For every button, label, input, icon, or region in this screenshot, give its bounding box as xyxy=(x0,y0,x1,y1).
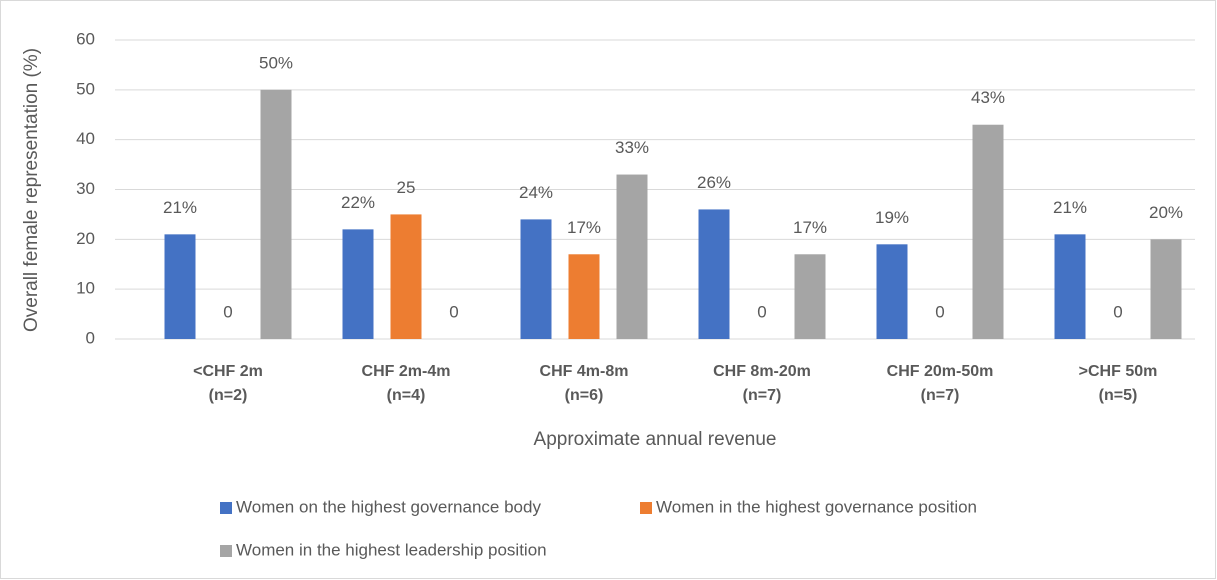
x-tick-label: (n=5) xyxy=(1099,387,1138,404)
y-tick-label: 60 xyxy=(76,29,95,48)
legend-swatch xyxy=(640,502,652,514)
data-label: 19% xyxy=(875,208,909,227)
x-tick-label: (n=7) xyxy=(921,387,960,404)
data-label: 0 xyxy=(935,302,944,321)
data-label: 0 xyxy=(449,302,458,321)
data-label: 26% xyxy=(697,173,731,192)
data-label: 22% xyxy=(341,193,375,212)
y-tick-label: 20 xyxy=(76,229,95,248)
bar xyxy=(260,89,292,339)
x-tick-label: CHF 2m-4m xyxy=(362,363,451,380)
bar xyxy=(794,254,826,339)
data-label: 20% xyxy=(1149,203,1183,222)
x-axis-title: Approximate annual revenue xyxy=(534,429,777,450)
bar xyxy=(972,124,1004,339)
bar xyxy=(1150,239,1182,339)
data-label: 0 xyxy=(757,302,766,321)
legend-label: Women on the highest governance body xyxy=(236,497,541,516)
legend-label: Women in the highest governance position xyxy=(656,497,977,516)
data-label: 17% xyxy=(793,218,827,237)
legend-swatch xyxy=(220,545,232,557)
x-tick-label: (n=7) xyxy=(743,387,782,404)
x-tick-label: CHF 4m-8m xyxy=(540,363,629,380)
bar xyxy=(876,244,908,339)
data-label: 0 xyxy=(223,302,232,321)
data-label: 0 xyxy=(1113,302,1122,321)
data-label: 43% xyxy=(971,88,1005,107)
x-tick-label: (n=6) xyxy=(565,387,604,404)
data-label: 25 xyxy=(397,178,416,197)
data-label: 50% xyxy=(259,53,293,72)
x-tick-label: (n=4) xyxy=(387,387,426,404)
data-label: 21% xyxy=(163,198,197,217)
bar xyxy=(390,214,422,339)
y-tick-label: 50 xyxy=(76,79,95,98)
y-tick-label: 40 xyxy=(76,129,95,148)
data-label: 24% xyxy=(519,183,553,202)
x-tick-label: (n=2) xyxy=(209,387,248,404)
x-tick-label: CHF 20m-50m xyxy=(887,363,994,380)
data-label: 17% xyxy=(567,218,601,237)
bar xyxy=(520,219,552,339)
bar xyxy=(1054,234,1086,339)
bar xyxy=(164,234,196,339)
bar xyxy=(616,174,648,339)
data-label: 33% xyxy=(615,138,649,157)
legend-label: Women in the highest leadership position xyxy=(236,540,547,559)
bar xyxy=(342,229,374,339)
y-axis-title: Overall female representation (%) xyxy=(21,48,42,332)
legend-swatch xyxy=(220,502,232,514)
y-tick-label: 10 xyxy=(76,279,95,298)
x-tick-label: <CHF 2m xyxy=(193,363,263,380)
bar xyxy=(568,254,600,339)
y-tick-label: 30 xyxy=(76,179,95,198)
data-label: 21% xyxy=(1053,198,1087,217)
x-tick-label: >CHF 50m xyxy=(1079,363,1158,380)
bar xyxy=(698,209,730,339)
y-tick-label: 0 xyxy=(86,328,95,347)
x-tick-label: CHF 8m-20m xyxy=(713,363,811,380)
